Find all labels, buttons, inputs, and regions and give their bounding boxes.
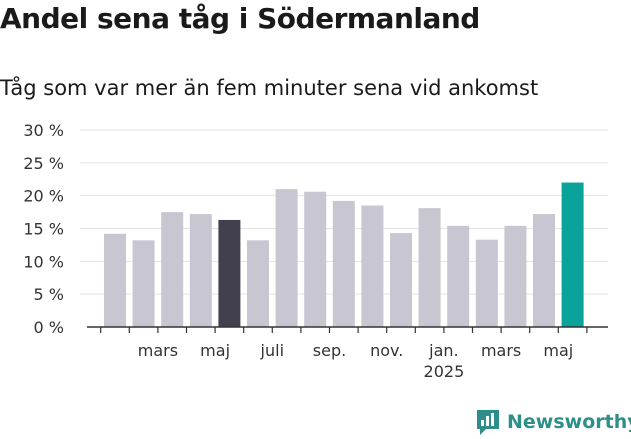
bar: [161, 212, 184, 327]
x-tick-label: maj: [543, 341, 573, 360]
bar: [390, 233, 412, 327]
x-tick-label: juli: [260, 341, 284, 360]
x-axis: [87, 326, 608, 333]
brand-name: Newsworthy: [507, 411, 631, 433]
bar: [533, 214, 555, 327]
chart-title: Andel sena tåg i Södermanland: [0, 2, 480, 35]
y-tick-label: 10 %: [23, 252, 64, 271]
bar: [475, 239, 498, 327]
bar: [275, 189, 298, 327]
tick-labels: 0 % 5 % 10 % 15 % 20 % 25 % 30 % mars maj juli sep…: [23, 121, 573, 381]
y-tick-label: 25 %: [23, 154, 64, 173]
bar: [189, 214, 212, 327]
bar: [247, 240, 269, 327]
x-tick-year-label: 2025: [424, 362, 465, 381]
x-tick-label: mars: [481, 341, 521, 360]
bar: [361, 205, 384, 327]
bar: [304, 191, 327, 327]
brand-logo: Newsworthy: [475, 408, 631, 436]
x-tick-label: sep.: [313, 341, 346, 360]
y-tick-label: 20 %: [23, 187, 64, 206]
chart-subtitle: Tåg som var mer än fem minuter sena vid …: [0, 76, 539, 100]
bar: [218, 219, 241, 327]
bar: [104, 233, 126, 327]
x-tick-label: nov.: [370, 341, 403, 360]
bar: [561, 182, 584, 327]
x-tick-label: maj: [200, 341, 230, 360]
x-tick-label: jan.: [428, 341, 458, 360]
bars: [104, 182, 584, 327]
bar: [504, 225, 527, 327]
x-tick-label: mars: [138, 341, 178, 360]
bar: [447, 225, 470, 327]
y-tick-label: 30 %: [23, 121, 64, 140]
y-tick-label: 15 %: [23, 220, 64, 239]
bar: [332, 200, 355, 327]
newsworthy-logo-icon: [477, 410, 499, 435]
y-tick-label: 0 %: [34, 318, 64, 337]
y-tick-label: 5 %: [34, 285, 64, 304]
bar: [132, 240, 155, 327]
bar: [418, 208, 441, 327]
